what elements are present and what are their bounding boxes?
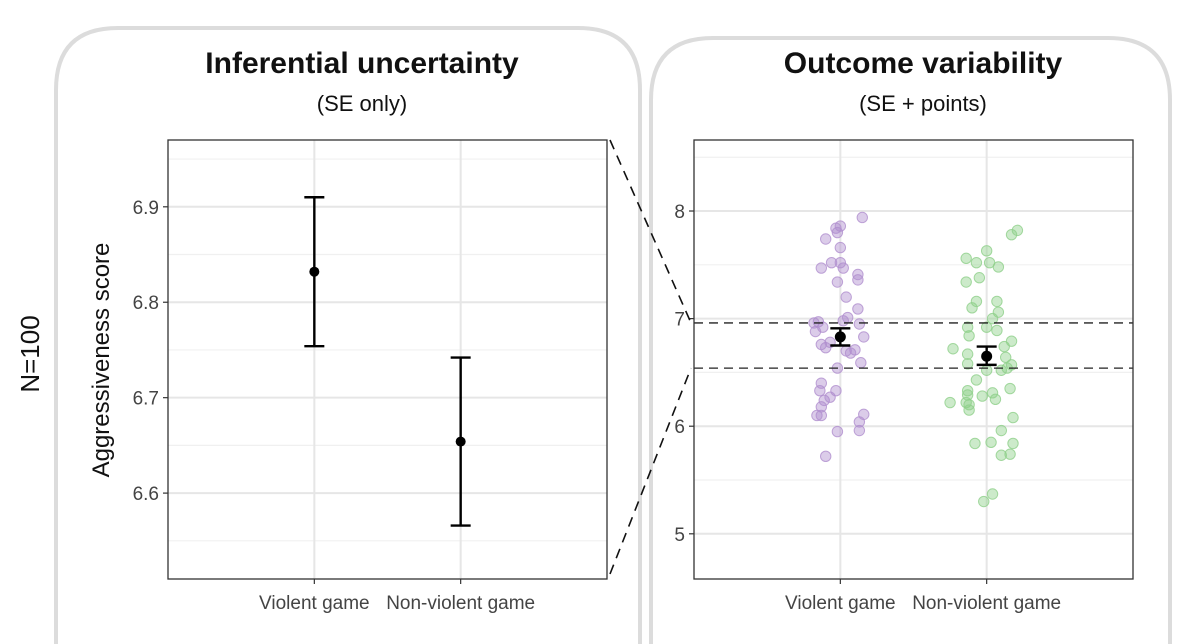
left-plot: 6.6 6.7 6.8 6.9 Violent game Non-violent game: [133, 139, 608, 614]
data-point: [831, 276, 844, 288]
data-point: [961, 358, 974, 370]
y-tick-label: 6.9: [133, 198, 159, 219]
data-point: [1011, 224, 1024, 237]
data-point: [980, 245, 993, 257]
data-point: [852, 268, 864, 281]
data-point: [985, 436, 997, 449]
y-tick-label: 6.8: [133, 293, 159, 314]
data-point: [825, 256, 838, 269]
data-point: [815, 409, 828, 422]
data-point: [815, 377, 828, 389]
mean-point: [981, 350, 993, 362]
data-point: [944, 396, 956, 409]
data-point: [991, 324, 1003, 337]
mean-point: [834, 331, 846, 343]
data-point: [986, 488, 999, 500]
data-point: [820, 233, 832, 245]
data-point: [818, 394, 830, 407]
data-point: [852, 303, 864, 315]
data-point: [1007, 411, 1019, 424]
data-point: [999, 351, 1012, 364]
mean-point: [309, 266, 320, 277]
data-point: [855, 357, 867, 369]
data-point: [837, 262, 849, 274]
y-tick-label: 6.7: [133, 389, 159, 410]
x-tick-label: Violent game: [785, 593, 896, 614]
data-point: [986, 387, 999, 399]
data-point: [969, 437, 981, 450]
x-tick-label: Non-violent game: [912, 593, 1061, 614]
data-point: [973, 272, 986, 284]
plot-border: [693, 139, 1134, 580]
data-point: [992, 306, 1005, 318]
y-tick-label: 6.6: [133, 484, 159, 505]
data-point: [947, 343, 959, 355]
data-point: [820, 450, 832, 463]
x-tick-label: Violent game: [259, 593, 370, 614]
left-panel-title: Inferential uncertainty: [205, 47, 519, 80]
data-point: [834, 220, 847, 232]
zoom-line-lower: [609, 367, 692, 575]
data-point: [815, 401, 828, 413]
right-plot: 5 6 7 8 Violent game Non-violent game: [674, 139, 1134, 614]
data-point: [830, 385, 842, 397]
data-point: [961, 321, 974, 333]
data-point: [989, 393, 1002, 406]
data-point: [960, 252, 972, 265]
zoom-connector-lines: [609, 139, 692, 575]
right-panel-subtitle: (SE + points): [859, 91, 987, 116]
data-point: [961, 385, 974, 397]
data-point: [815, 262, 828, 274]
data-point: [1005, 228, 1018, 241]
data-point: [963, 330, 975, 342]
data-point: [960, 276, 972, 288]
data-point: [849, 344, 861, 356]
data-point: [983, 256, 996, 269]
data-point: [834, 241, 847, 254]
plot-border: [167, 139, 608, 580]
data-point: [1004, 448, 1016, 460]
data-point: [809, 325, 822, 338]
row-label: N=100: [15, 315, 45, 392]
data-point: [961, 389, 974, 401]
data-point: [853, 318, 866, 330]
data-point: [834, 256, 847, 269]
data-point: [1004, 382, 1016, 395]
right-panel-title: Outcome variability: [784, 47, 1063, 80]
data-point: [978, 495, 990, 508]
left-panel-subtitle: (SE only): [317, 91, 407, 116]
y-axis-title: Aggressiveness score: [88, 243, 115, 478]
x-tick-label: Non-violent game: [386, 593, 535, 614]
data-point: [995, 449, 1007, 461]
y-tick-label: 8: [674, 202, 685, 223]
data-point: [970, 295, 983, 308]
data-point: [980, 321, 993, 333]
right-panel-frame: [649, 36, 1172, 644]
data-point: [995, 424, 1007, 437]
mean-point: [455, 436, 466, 447]
data-point: [858, 331, 870, 343]
data-point: [840, 291, 852, 303]
data-point: [1005, 335, 1018, 347]
data-point: [853, 424, 866, 437]
data-point: [858, 408, 870, 421]
data-point: [970, 256, 983, 269]
data-point: [966, 302, 978, 314]
y-tick-label: 5: [674, 525, 685, 546]
data-point: [970, 374, 983, 386]
data-point: [961, 348, 974, 360]
data-point: [991, 295, 1003, 308]
data-point: [831, 425, 844, 438]
data-point: [815, 338, 828, 351]
left-panel-frame: [54, 26, 642, 644]
data-point: [841, 311, 854, 324]
data-point: [1007, 437, 1019, 450]
data-point: [976, 390, 988, 402]
data-point: [856, 211, 868, 224]
data-point: [980, 364, 993, 376]
y-tick-label: 6: [674, 417, 685, 438]
y-tick-label: 7: [674, 310, 685, 331]
